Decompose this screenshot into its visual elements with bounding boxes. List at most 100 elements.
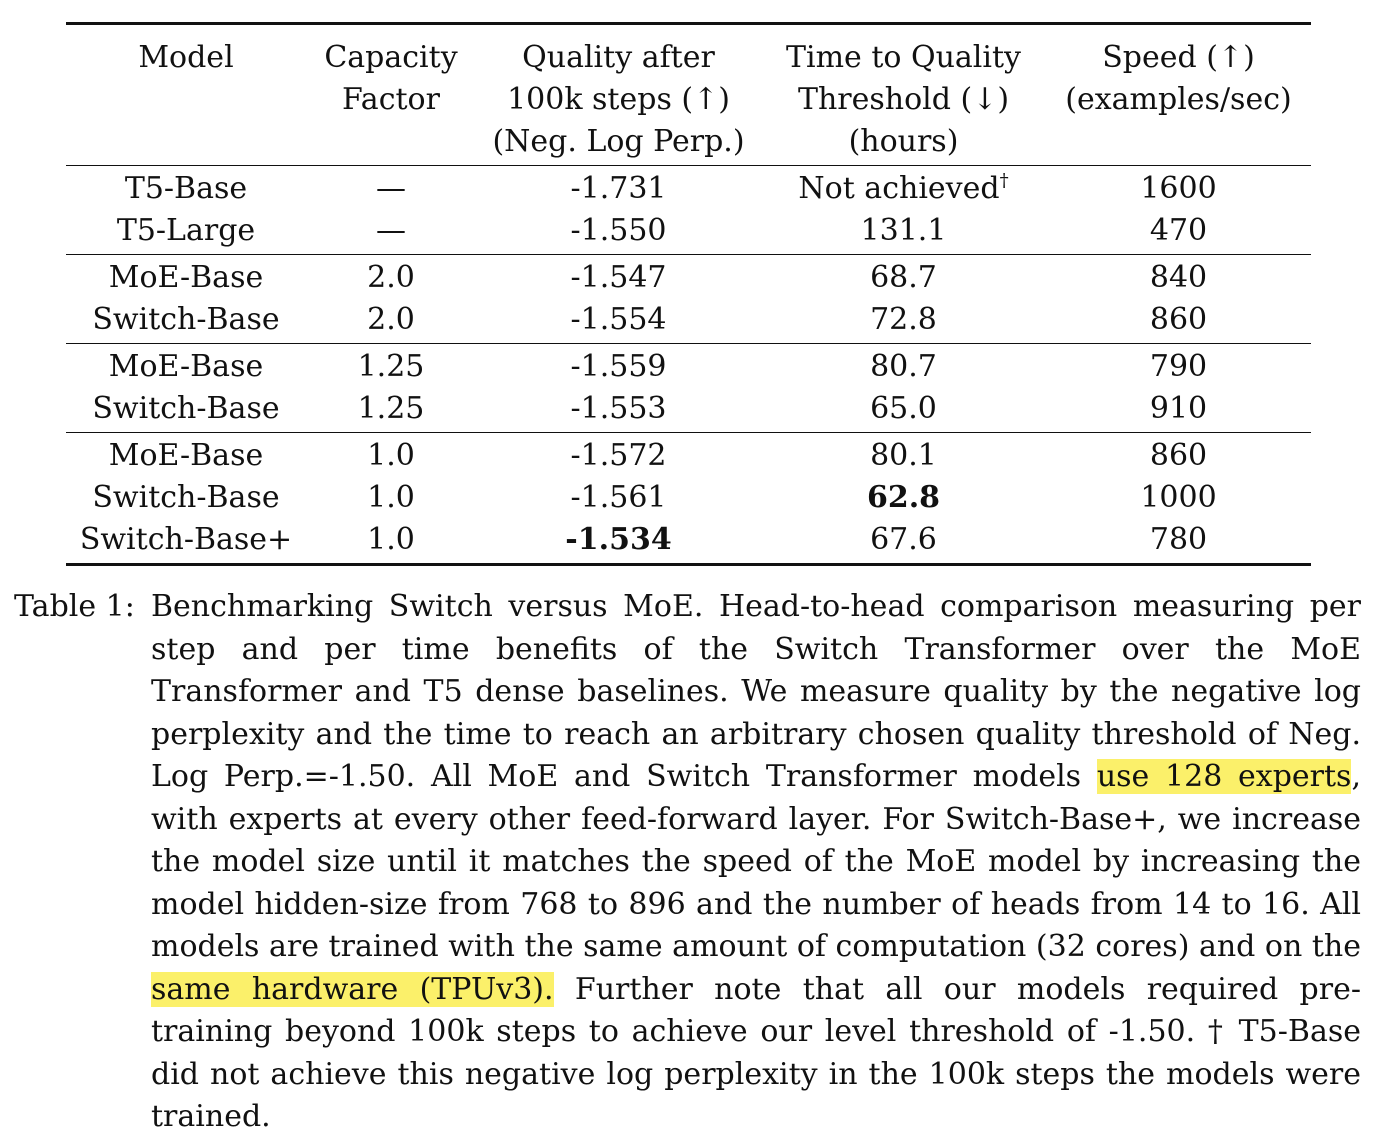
cell-model: MoE-Base bbox=[66, 344, 306, 389]
header-quality: Quality after 100k steps (↑) (Neg. Log Per… bbox=[476, 24, 761, 166]
cell-capacity-factor: 2.0 bbox=[306, 255, 476, 300]
header-line: Time to Quality bbox=[786, 40, 1021, 75]
results-table: Model Capacity Factor Quality after 100k ste… bbox=[66, 22, 1311, 566]
table-body: T5-Base — -1.731 Not achieved† 1600 T5-Large —… bbox=[66, 165, 1311, 565]
cell-speed: 860 bbox=[1046, 299, 1311, 344]
cell-capacity-factor-value: 2.0 bbox=[367, 260, 415, 295]
cell-quality: -1.534 bbox=[476, 519, 761, 565]
cell-quality: -1.572 bbox=[476, 433, 761, 478]
cell-model-value: MoE-Base bbox=[108, 349, 264, 384]
cell-model: T5-Large bbox=[66, 210, 306, 255]
cell-time-to-quality: Not achieved† bbox=[761, 166, 1046, 211]
cell-capacity-factor-value: 1.25 bbox=[357, 391, 425, 426]
cell-speed: 910 bbox=[1046, 388, 1311, 433]
cell-quality-value: -1.561 bbox=[570, 480, 667, 515]
header-line: 100k steps (↑) bbox=[507, 82, 730, 117]
cell-speed-value: 470 bbox=[1149, 213, 1208, 248]
cell-model: Switch-Base bbox=[66, 477, 306, 519]
cell-speed-value: 1000 bbox=[1140, 480, 1217, 515]
header-line: Capacity bbox=[324, 40, 458, 75]
table-row: MoE-Base 1.0 -1.572 80.1 860 bbox=[66, 432, 1311, 478]
header-model: Model bbox=[66, 24, 306, 166]
cell-quality: -1.554 bbox=[476, 299, 761, 344]
header-line: (hours) bbox=[848, 124, 959, 159]
cell-time-to-quality-value: 62.8 bbox=[866, 480, 941, 515]
cell-model-value: Switch-Base bbox=[92, 391, 280, 426]
cell-time-to-quality-value: 68.7 bbox=[870, 260, 937, 295]
cell-speed-value: 780 bbox=[1149, 522, 1208, 557]
cell-capacity-factor-value: 1.25 bbox=[357, 349, 425, 384]
cell-speed: 790 bbox=[1046, 344, 1311, 389]
caption-segment: Benchmarking Switch versus MoE. Head-to-… bbox=[151, 589, 1361, 794]
cell-model-value: Switch-Base bbox=[92, 302, 280, 337]
cell-quality-value: -1.534 bbox=[565, 522, 672, 557]
caption-label: Table 1: bbox=[14, 589, 135, 624]
cell-speed: 1600 bbox=[1046, 166, 1311, 211]
caption-text: Benchmarking Switch versus MoE. Head-to-… bbox=[151, 586, 1361, 1139]
dagger-footnote-mark: † bbox=[999, 170, 1009, 191]
cell-speed: 1000 bbox=[1046, 477, 1311, 519]
highlighted-text: same hardware (TPUv3). bbox=[151, 971, 554, 1007]
cell-capacity-factor: — bbox=[306, 166, 476, 211]
header-capacity-factor: Capacity Factor bbox=[306, 24, 476, 166]
header-time-to-quality: Time to Quality Threshold (↓) (hours) bbox=[761, 24, 1046, 166]
cell-speed-value: 1600 bbox=[1140, 171, 1217, 206]
cell-quality-value: -1.554 bbox=[570, 302, 667, 337]
table-row: T5-Large — -1.550 131.1 470 bbox=[66, 210, 1311, 255]
highlighted-text: use 128 experts bbox=[1096, 759, 1352, 794]
table-caption: Table 1: Benchmarking Switch versus MoE.… bbox=[14, 586, 1361, 1139]
cell-model-value: Switch-Base bbox=[92, 480, 280, 515]
cell-quality: -1.553 bbox=[476, 388, 761, 433]
cell-capacity-factor: 2.0 bbox=[306, 299, 476, 344]
caption-segment: Further note that all our models require… bbox=[151, 971, 1361, 1135]
cell-capacity-factor: 1.0 bbox=[306, 433, 476, 478]
cell-speed: 470 bbox=[1046, 210, 1311, 255]
cell-speed-value: 860 bbox=[1149, 438, 1208, 473]
cell-capacity-factor: 1.0 bbox=[306, 477, 476, 519]
cell-capacity-factor: — bbox=[306, 210, 476, 255]
caption-segment: , with experts at every other feed-forwa… bbox=[151, 759, 1361, 964]
cell-model-value: T5-Base bbox=[124, 171, 248, 206]
cell-quality-value: -1.550 bbox=[570, 213, 667, 248]
cell-time-to-quality-value: 72.8 bbox=[870, 302, 937, 337]
cell-time-to-quality-value: Not achieved bbox=[798, 171, 1000, 206]
cell-speed: 840 bbox=[1046, 255, 1311, 300]
cell-capacity-factor: 1.25 bbox=[306, 344, 476, 389]
header-line: (Neg. Log Perp.) bbox=[492, 124, 745, 159]
cell-capacity-factor-value: — bbox=[376, 213, 406, 248]
cell-time-to-quality-value: 80.7 bbox=[870, 349, 937, 384]
cell-time-to-quality-value: 67.6 bbox=[870, 522, 937, 557]
cell-quality: -1.547 bbox=[476, 255, 761, 300]
cell-time-to-quality: 72.8 bbox=[761, 299, 1046, 344]
cell-quality-value: -1.547 bbox=[570, 260, 667, 295]
cell-model-value: Switch-Base+ bbox=[79, 522, 293, 557]
table-row: T5-Base — -1.731 Not achieved† 1600 bbox=[66, 165, 1311, 211]
results-table-container: Model Capacity Factor Quality after 100k ste… bbox=[66, 22, 1311, 566]
table-row: Switch-Base 2.0 -1.554 72.8 860 bbox=[66, 299, 1311, 344]
cell-model: MoE-Base bbox=[66, 255, 306, 300]
table-row: Switch-Base 1.25 -1.553 65.0 910 bbox=[66, 388, 1311, 433]
cell-time-to-quality: 62.8 bbox=[761, 477, 1046, 519]
cell-quality: -1.731 bbox=[476, 166, 761, 211]
cell-quality-value: -1.572 bbox=[570, 438, 667, 473]
table-row: MoE-Base 1.25 -1.559 80.7 790 bbox=[66, 343, 1311, 389]
cell-speed: 780 bbox=[1046, 519, 1311, 565]
cell-speed-value: 790 bbox=[1149, 349, 1208, 384]
cell-speed: 860 bbox=[1046, 433, 1311, 478]
header-line: Speed (↑) bbox=[1102, 40, 1255, 75]
header-line: Model bbox=[138, 40, 234, 75]
table-row: MoE-Base 2.0 -1.547 68.7 840 bbox=[66, 254, 1311, 300]
cell-capacity-factor-value: 1.0 bbox=[367, 522, 415, 557]
cell-quality: -1.559 bbox=[476, 344, 761, 389]
cell-model-value: MoE-Base bbox=[108, 260, 264, 295]
cell-time-to-quality: 68.7 bbox=[761, 255, 1046, 300]
cell-quality: -1.550 bbox=[476, 210, 761, 255]
cell-time-to-quality-value: 80.1 bbox=[870, 438, 937, 473]
cell-capacity-factor: 1.25 bbox=[306, 388, 476, 433]
cell-capacity-factor-value: 2.0 bbox=[367, 302, 415, 337]
cell-quality-value: -1.559 bbox=[570, 349, 667, 384]
cell-capacity-factor-value: 1.0 bbox=[367, 438, 415, 473]
header-line: (examples/sec) bbox=[1065, 82, 1292, 117]
table-row: Switch-Base+ 1.0 -1.534 67.6 780 bbox=[66, 519, 1311, 565]
cell-time-to-quality: 131.1 bbox=[761, 210, 1046, 255]
